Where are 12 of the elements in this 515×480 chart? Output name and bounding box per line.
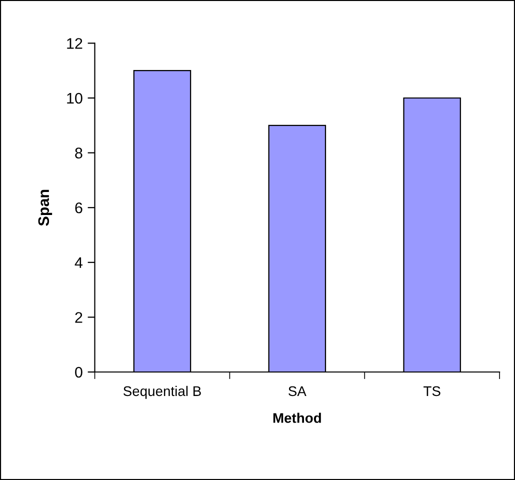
y-axis-title: Span	[38, 190, 52, 226]
y-tick-label: 12	[67, 38, 82, 49]
y-tick-label: 0	[75, 366, 82, 378]
y-tick-label: 2	[75, 312, 82, 323]
y-tick-label: 10	[67, 92, 82, 104]
y-tick-label: 8	[75, 148, 82, 158]
x-tick-label: Sequential B	[123, 386, 201, 399]
y-tick-label: 6	[75, 202, 82, 214]
y-tick-label: 4	[74, 257, 83, 268]
x-axis-title: Method	[273, 412, 321, 423]
x-tick-label: SA	[288, 386, 306, 396]
x-tick-label: TS	[424, 386, 440, 396]
